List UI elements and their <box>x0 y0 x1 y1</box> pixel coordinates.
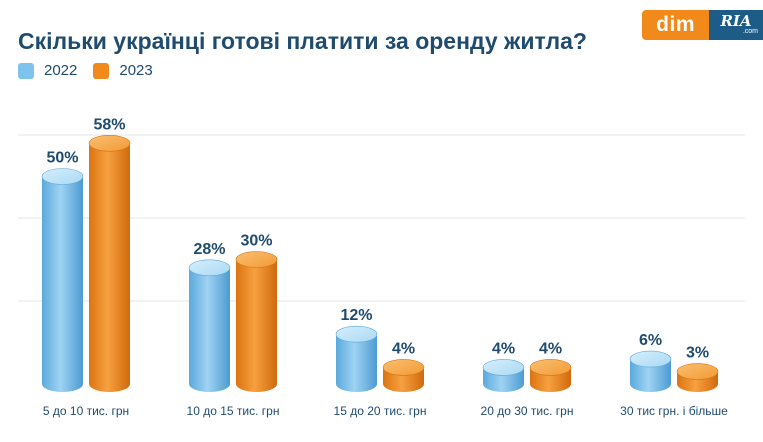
grid-lines <box>18 134 745 302</box>
bar-2022-5 <box>629 350 672 392</box>
chart-legend: 2022 2023 <box>18 62 169 79</box>
category-label-3: 15 до 20 тис. грн <box>334 404 427 418</box>
logo-ria-text: RIA <box>720 12 752 30</box>
data-label-2022-5: 6% <box>639 332 662 349</box>
bar-top <box>529 359 572 376</box>
data-label-2023-4: 4% <box>539 340 562 357</box>
bar-2023-3 <box>382 359 425 392</box>
bar-body <box>236 259 277 392</box>
bar-body <box>189 267 230 392</box>
data-label-2023-2: 30% <box>240 233 272 250</box>
bar-top <box>676 363 719 380</box>
legend-item-2023: 2023 <box>93 62 153 79</box>
logo-ria-subtext: .com <box>742 28 758 35</box>
category-label-2: 10 до 15 тис. грн <box>187 404 280 418</box>
bar-2022-1 <box>41 168 84 392</box>
data-label-2022-3: 12% <box>340 307 372 324</box>
logo-dim-text: dim <box>642 10 709 40</box>
category-label-1: 5 до 10 тис. грн <box>43 404 129 418</box>
legend-label-2023: 2023 <box>119 62 153 79</box>
data-label-2022-2: 28% <box>193 241 225 258</box>
bar-2022-2 <box>188 259 231 392</box>
bar-2023-1 <box>88 135 131 392</box>
bar-2023-4 <box>529 359 572 392</box>
bar-body <box>89 143 130 392</box>
bar-top <box>88 135 131 152</box>
data-label-2023-1: 58% <box>93 116 125 133</box>
bar-body <box>630 359 671 392</box>
bar-top <box>629 350 672 368</box>
bar-body <box>42 176 83 392</box>
bar-top <box>188 259 231 277</box>
bar-top <box>482 359 525 376</box>
category-label-4: 20 до 30 тис. грн <box>481 404 574 418</box>
bar-top <box>335 325 378 343</box>
bar-body <box>336 334 377 392</box>
bar-2022-3 <box>335 325 378 392</box>
dim-ria-logo: dim RIA .com <box>642 10 763 40</box>
data-label-2023-5: 3% <box>686 345 709 362</box>
category-label-5: 30 тис грн. і більше <box>620 404 728 418</box>
bar-top <box>41 168 84 185</box>
data-label-2023-3: 4% <box>392 340 415 357</box>
value-labels: 50% 58% 28% 30% 12% 4% 4% 4% 6% 3% <box>46 116 709 361</box>
data-label-2022-4: 4% <box>492 340 515 357</box>
category-labels: 5 до 10 тис. грн 10 до 15 тис. грн 15 до 2… <box>43 404 728 418</box>
bar-2022-4 <box>482 359 525 392</box>
legend-label-2022: 2022 <box>44 62 78 79</box>
data-label-2022-1: 50% <box>46 150 78 167</box>
chart-title: Скільки українці готові платити за оренд… <box>18 28 587 54</box>
legend-swatch-2023 <box>93 62 110 79</box>
bar-2023-2 <box>235 251 278 392</box>
legend-swatch-2022 <box>18 62 34 79</box>
bars <box>41 135 719 392</box>
bar-top <box>382 359 425 376</box>
legend-item-2022: 2022 <box>18 62 77 79</box>
logo-ria-mark: RIA .com <box>709 10 763 40</box>
bar-top <box>235 251 278 268</box>
bar-2023-5 <box>676 363 719 392</box>
